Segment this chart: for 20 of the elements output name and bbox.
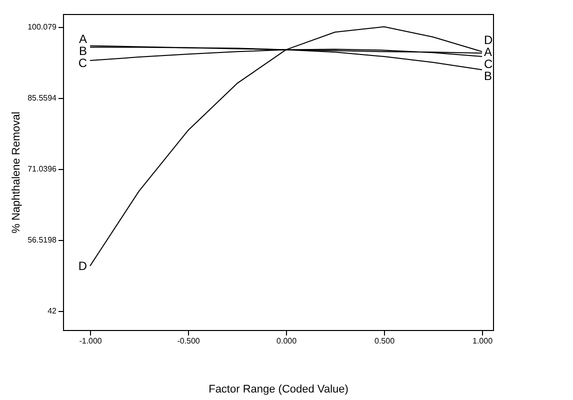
series-label: D [78,258,88,273]
x-axis-title: Factor Range (Coded Value) [208,384,348,396]
text: C [78,56,88,70]
text: A [79,32,88,46]
x-tick-label: 1.000 [472,336,494,346]
y-axis-title: % Naphthalene Removal [10,112,23,234]
y-tick-label: 42 [48,306,58,316]
x-tick-label: 0.500 [374,336,396,346]
y-tick-label: 100.079 [28,22,58,32]
x-tick-label: -1.000 [79,336,102,346]
text: B [79,44,88,58]
text: D [484,32,493,47]
y-tick-label: 71.0396 [28,164,58,174]
x-tick-label: 0.000 [276,336,298,346]
series-label: A [484,44,492,59]
y-tick-label: 85.5594 [28,93,58,102]
x-tick-label: -0.500 [177,336,200,346]
series-label: C [484,56,494,71]
y-tick-label: 56.5198 [28,235,58,244]
series-label: B [484,68,492,83]
